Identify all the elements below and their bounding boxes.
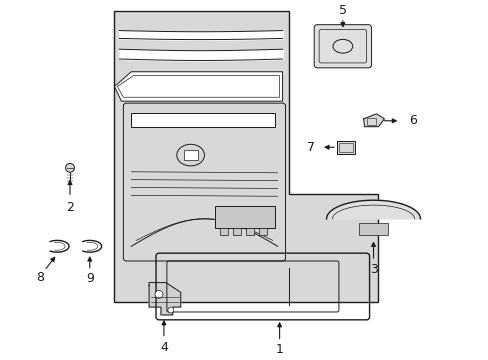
Polygon shape <box>326 200 420 219</box>
Bar <box>358 223 387 234</box>
Text: 3: 3 <box>369 263 377 276</box>
Text: 8: 8 <box>36 271 44 284</box>
Bar <box>258 228 266 234</box>
Text: 7: 7 <box>306 141 315 154</box>
Text: 2: 2 <box>66 201 74 213</box>
Bar <box>215 206 274 228</box>
Bar <box>338 143 352 152</box>
FancyBboxPatch shape <box>314 25 371 68</box>
Ellipse shape <box>155 291 163 298</box>
Bar <box>220 228 228 234</box>
Bar <box>233 228 241 234</box>
Polygon shape <box>363 114 384 127</box>
Text: 9: 9 <box>86 272 94 285</box>
Text: 4: 4 <box>160 341 167 354</box>
Text: 5: 5 <box>338 4 346 18</box>
Bar <box>131 113 274 127</box>
Text: 6: 6 <box>408 114 416 127</box>
Polygon shape <box>149 283 181 315</box>
Ellipse shape <box>65 163 74 172</box>
Bar <box>183 150 197 160</box>
Polygon shape <box>113 11 378 302</box>
Polygon shape <box>114 72 282 101</box>
Bar <box>336 141 354 154</box>
Text: 1: 1 <box>275 343 283 356</box>
Ellipse shape <box>167 307 173 313</box>
Bar <box>366 118 376 125</box>
Bar <box>245 228 253 234</box>
